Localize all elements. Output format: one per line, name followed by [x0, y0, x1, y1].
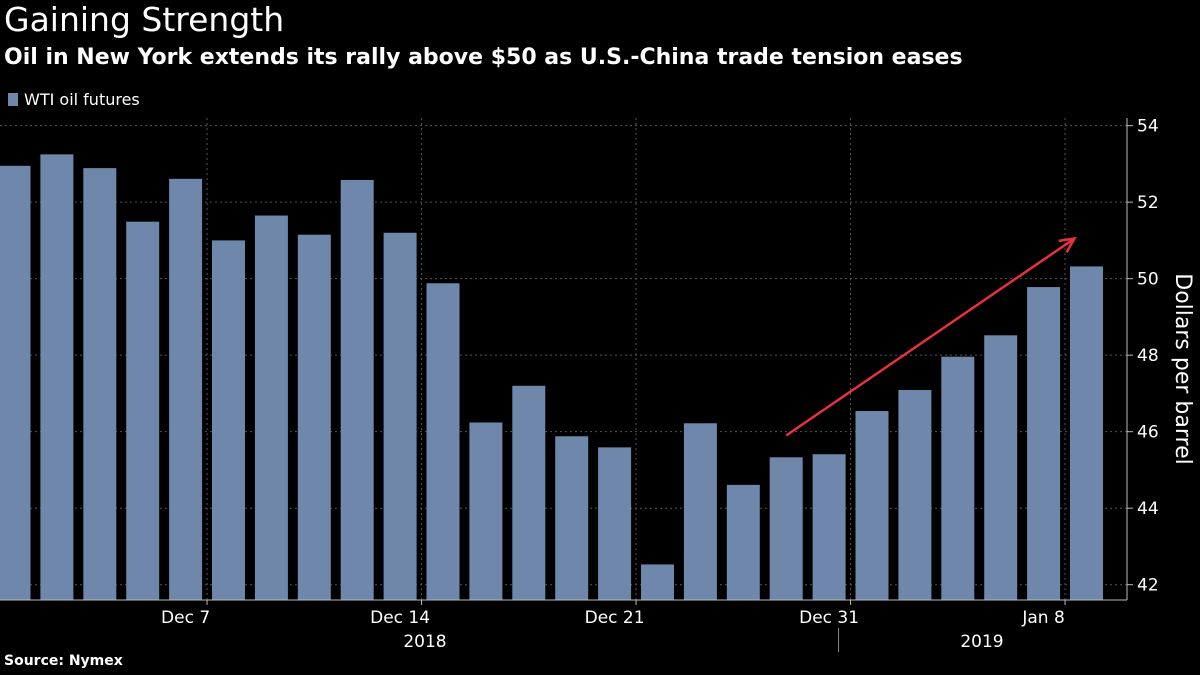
bar — [812, 454, 846, 600]
bar — [169, 178, 203, 601]
bar — [898, 389, 932, 600]
y-tick-label: 48 — [1137, 346, 1159, 366]
bar — [212, 240, 245, 600]
bar — [126, 221, 160, 600]
bar — [1027, 287, 1061, 600]
x-tick-label: Dec 14 — [370, 608, 430, 628]
trend-arrow-line — [785, 237, 1076, 437]
bar — [254, 215, 288, 601]
chart-subtitle: Oil in New York extends its rally above … — [4, 45, 963, 70]
bar — [297, 234, 331, 600]
chart-title: Gaining Strength — [4, 0, 285, 39]
bar — [641, 564, 674, 600]
y-tick-label: 54 — [1137, 117, 1159, 137]
bar — [83, 168, 117, 600]
y-tick-label: 50 — [1137, 270, 1159, 290]
year-label-2018: 2018 — [403, 632, 446, 652]
bar — [984, 335, 1018, 600]
bar — [426, 283, 460, 600]
bar — [769, 457, 803, 600]
x-tick-label: Jan 8 — [1021, 608, 1064, 628]
bar — [683, 423, 717, 600]
bar — [383, 232, 417, 600]
bar — [1070, 266, 1103, 600]
y-axis-label: Dollars per barrel — [1170, 273, 1195, 464]
bar — [598, 447, 632, 600]
bar — [40, 154, 74, 601]
legend-label: WTI oil futures — [24, 90, 140, 109]
bar — [340, 179, 374, 600]
x-tick-label: Dec 31 — [799, 608, 859, 628]
bar — [941, 356, 975, 600]
bar — [555, 436, 589, 600]
y-tick-label: 44 — [1137, 499, 1159, 519]
bar — [726, 484, 760, 600]
legend-swatch — [8, 93, 18, 106]
x-tick-label: Dec 7 — [161, 608, 210, 628]
y-tick-label: 46 — [1137, 423, 1159, 443]
bar — [512, 385, 546, 600]
x-tick-label: Dec 21 — [585, 608, 645, 628]
bar — [855, 411, 889, 600]
bar — [469, 422, 503, 600]
y-tick-label: 42 — [1137, 576, 1159, 596]
legend: WTI oil futures — [8, 90, 140, 109]
year-label-2019: 2019 — [960, 632, 1003, 652]
y-tick-label: 52 — [1137, 193, 1159, 213]
trend-arrow-head — [1058, 236, 1077, 253]
source-note: Source: Nymex — [4, 653, 123, 669]
bar — [0, 165, 31, 601]
